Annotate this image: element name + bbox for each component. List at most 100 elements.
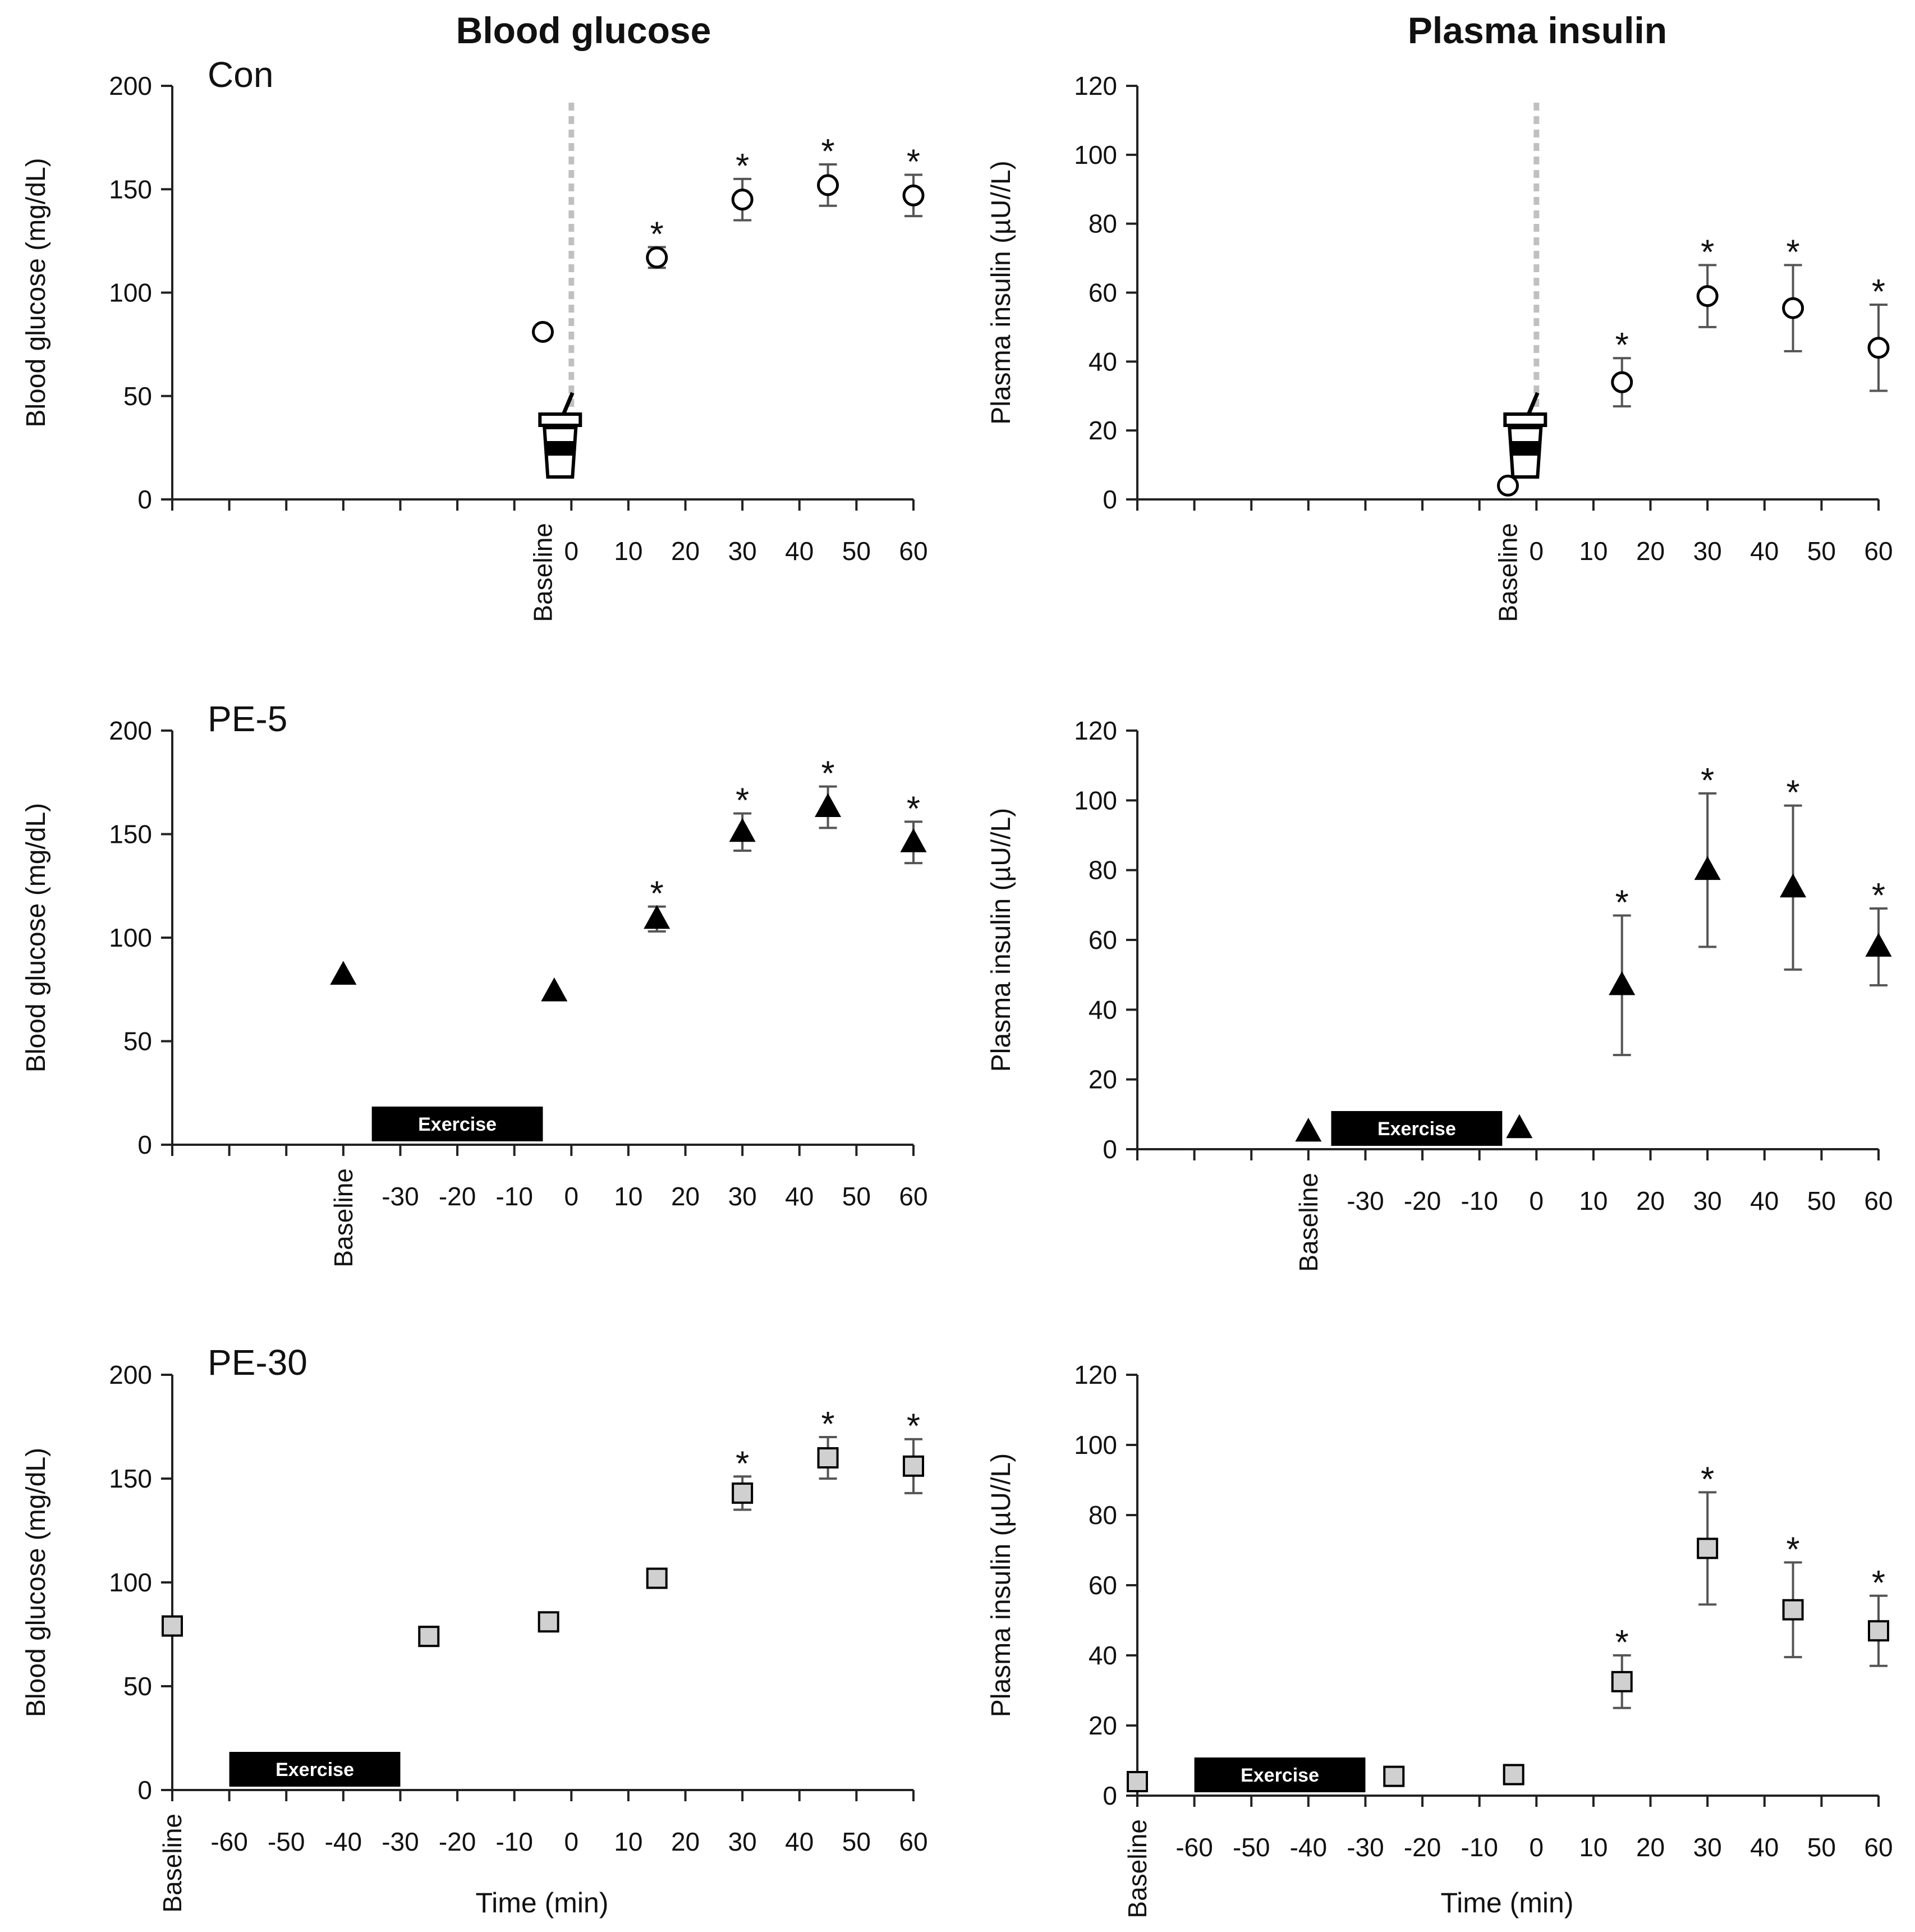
pe5-insulin-exercise-bar [1331,1111,1503,1146]
con-glucose-y-tick-label: 200 [109,71,152,100]
pe30-glucose-x-tick-label: -40 [325,1827,362,1856]
pe30-glucose-point [903,1455,924,1477]
pe5-glucose-x-tick-label: 30 [728,1182,757,1211]
pe5-insulin-significance-star: * [1701,761,1714,800]
pe30-glucose-exercise-label: Exercise [275,1759,354,1780]
pe5-insulin-point [1694,856,1721,880]
pe5-insulin-x-tick-label: 50 [1807,1186,1836,1215]
pe30-glucose-point [538,1611,559,1633]
pe30-insulin-significance-star: * [1701,1460,1714,1499]
con-glucose-x-tick-label: 10 [614,536,642,566]
pe5-glucose-x-tick-label: 10 [614,1182,642,1211]
pe30-glucose-x-tick-label: 0 [564,1827,579,1856]
pe30-glucose-y-tick-label: 150 [109,1464,152,1493]
pe30-insulin-x-tick-label: 50 [1807,1833,1836,1862]
pe30-glucose-x-tick-label: 50 [842,1827,871,1856]
drink-cup-icon [1503,392,1547,479]
pe30-insulin-point [1782,1599,1804,1621]
pe5-glucose-point [644,905,671,929]
con-insulin-point [1611,371,1633,393]
pe5-insulin-y-tick-label: 60 [1089,925,1117,954]
pe5-glucose-x-tick-label: -30 [382,1182,419,1211]
pe5-insulin-x-tick-label: 40 [1750,1186,1779,1215]
glucose-column-title: Blood glucose [456,10,711,51]
pe5-glucose-point [815,793,842,818]
pe30-glucose-baseline-label: Baseline [158,1814,187,1912]
pe30-insulin-significance-star: * [1872,1564,1885,1603]
drink-cup-band [545,441,575,456]
pe5-glucose-x-tick-label: -20 [439,1182,476,1211]
pe5-glucose-group-label: PE-5 [208,699,287,739]
pe5-insulin-x-tick-label: -30 [1347,1186,1384,1215]
pe30-glucose-y-tick-label: 200 [109,1360,152,1389]
pe5-glucose-x-tick-label: 40 [785,1182,814,1211]
pe5-insulin-x-tick-label: 0 [1530,1186,1544,1215]
glucose-x-axis-label: Time (min) [475,1887,608,1919]
pe30-insulin-x-tick-label: -30 [1347,1833,1384,1862]
con-glucose-point [731,189,754,211]
con-insulin-y-tick-label: 80 [1089,209,1117,238]
pe5-insulin-significance-star: * [1615,883,1629,922]
insulin-column-title: Plasma insulin [1408,10,1667,51]
pe30-glucose-x-tick-label: 40 [785,1827,814,1856]
pe30-glucose-point [732,1482,754,1504]
con-glucose-y-tick-label: 150 [109,175,152,204]
pe5-glucose-point [541,977,568,1002]
pe5-glucose-significance-star: * [821,755,835,793]
con-glucose-y-tick-label: 100 [109,278,152,308]
pe30-glucose-panel: 0 50 100 150 200 -60 -50 -40 -30 -20 -10 0 10 20 30 40 5… [21,1342,928,1912]
pe30-glucose-y-tick-label: 0 [137,1775,152,1805]
pe30-insulin-point [1503,1764,1524,1786]
pe30-insulin-y-tick-label: 20 [1089,1711,1117,1740]
pe5-glucose-point [330,961,357,985]
con-glucose-significance-star: * [736,147,749,186]
con-glucose-x-tick-label: 60 [899,536,927,566]
con-insulin-significance-star: * [1872,273,1885,311]
pe5-glucose-y-axis-label: Blood glucose (mg/dL) [21,803,51,1072]
pe5-glucose-exercise-bar [371,1107,543,1141]
pe30-insulin-point [1611,1671,1633,1692]
pe5-glucose-baseline-label: Baseline [329,1168,358,1267]
pe30-insulin-significance-star: * [1615,1623,1629,1662]
pe30-glucose-y-tick-label: 100 [109,1568,152,1597]
pe30-insulin-point [1383,1765,1405,1787]
pe30-insulin-point [1127,1771,1148,1792]
pe30-glucose-point [162,1615,183,1637]
con-glucose-y-tick-label: 50 [123,382,152,411]
pe30-glucose-x-tick-label: -60 [210,1827,247,1856]
con-insulin-x-tick-label: 30 [1693,536,1722,566]
pe5-insulin-y-tick-label: 40 [1089,995,1117,1024]
pe30-insulin-significance-star: * [1787,1530,1800,1569]
pe5-glucose-significance-star: * [650,875,664,914]
pe5-glucose-significance-star: * [907,790,920,828]
pe30-glucose-point [646,1567,668,1589]
con-glucose-point [902,184,925,206]
con-glucose-x-tick-label: 0 [564,536,579,566]
con-insulin-x-tick-label: 50 [1807,536,1836,566]
pe5-insulin-point [1865,933,1892,957]
con-insulin-y-tick-label: 0 [1103,485,1117,514]
pe30-glucose-x-tick-label: -10 [495,1827,532,1856]
pe30-insulin-exercise-bar [1194,1757,1366,1792]
pe30-glucose-point [418,1626,440,1648]
con-insulin-x-tick-label: 60 [1864,536,1893,566]
pe30-insulin-x-tick-label: 40 [1750,1833,1779,1862]
con-insulin-y-tick-label: 100 [1074,140,1117,169]
con-insulin-point [1696,285,1719,308]
con-insulin-x-tick-label: 10 [1579,536,1608,566]
pe30-glucose-group-label: PE-30 [208,1342,307,1383]
pe30-insulin-x-tick-label: -10 [1461,1833,1498,1862]
con-insulin-significance-star: * [1701,233,1714,272]
pe5-insulin-x-tick-label: -20 [1404,1186,1441,1215]
drink-cup-band [1510,441,1540,456]
con-glucose-y-axis-label: Blood glucose (mg/dL) [21,158,51,427]
pe30-glucose-significance-star: * [736,1444,749,1483]
drink-cup-lid [538,412,582,427]
pe5-glucose-y-tick-label: 100 [109,923,152,952]
drink-cup-lid [1503,412,1547,427]
pe30-glucose-x-tick-label: -50 [268,1827,305,1856]
pe30-insulin-x-tick-label: -60 [1175,1833,1213,1862]
con-insulin-point [1497,474,1519,497]
pe30-insulin-y-tick-label: 40 [1089,1641,1117,1670]
